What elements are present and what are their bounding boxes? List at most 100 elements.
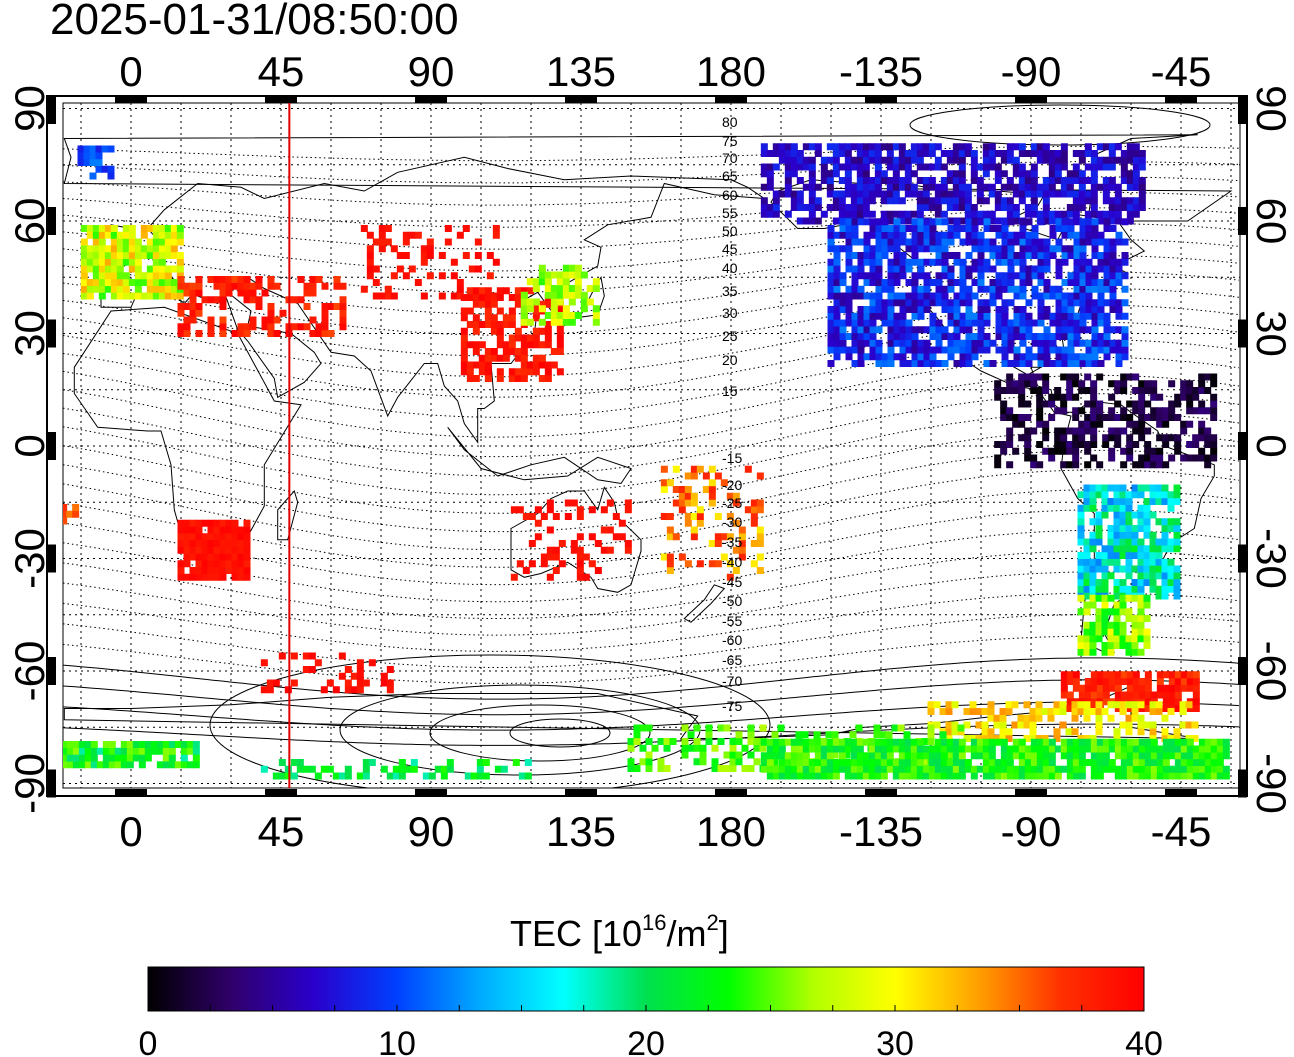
tec-cell bbox=[1126, 705, 1134, 712]
tec-cell bbox=[820, 177, 828, 184]
right-tick-bar bbox=[1238, 657, 1247, 685]
tec-cell bbox=[164, 231, 172, 239]
tec-cell bbox=[1107, 531, 1115, 539]
tec-cell bbox=[1090, 434, 1098, 442]
tec-cell bbox=[1149, 484, 1157, 492]
tec-cell bbox=[1019, 360, 1027, 367]
tec-cell bbox=[1167, 579, 1175, 586]
tec-cell bbox=[116, 265, 124, 273]
tec-cell bbox=[1113, 728, 1121, 736]
tec-cell bbox=[1077, 701, 1085, 709]
tec-cell bbox=[146, 292, 154, 300]
tec-cell bbox=[1180, 738, 1188, 746]
tec-cell bbox=[1077, 708, 1085, 715]
tec-cell bbox=[947, 279, 955, 286]
tec-cell bbox=[532, 307, 540, 315]
tec-cell bbox=[1067, 333, 1075, 340]
tec-cell bbox=[772, 772, 780, 780]
tec-cell bbox=[1012, 210, 1020, 218]
tec-cell bbox=[922, 204, 930, 211]
tec-cell bbox=[508, 314, 516, 322]
tec-cell bbox=[356, 659, 364, 667]
tec-cell bbox=[994, 170, 1002, 178]
tec-cell bbox=[1019, 258, 1027, 266]
tec-cell bbox=[784, 156, 792, 164]
tec-cell bbox=[1001, 238, 1009, 246]
tec-cell bbox=[893, 279, 901, 286]
tec-cell bbox=[321, 323, 329, 331]
tec-cell bbox=[1066, 698, 1074, 706]
tec-cell bbox=[1144, 745, 1152, 753]
tec-cell bbox=[1054, 447, 1062, 455]
tec-cell bbox=[502, 287, 510, 295]
tec-cell bbox=[887, 306, 895, 313]
tec-cell bbox=[1083, 701, 1091, 709]
tec-cell bbox=[1107, 572, 1115, 580]
tec-cell bbox=[923, 279, 931, 286]
tec-cell bbox=[766, 765, 774, 773]
tec-cell bbox=[935, 285, 943, 293]
tec-cell bbox=[404, 765, 412, 773]
tec-cell bbox=[1018, 420, 1026, 428]
tec-cell bbox=[953, 306, 961, 313]
tec-cell bbox=[1109, 252, 1117, 259]
tec-cell bbox=[1156, 678, 1164, 685]
tec-cell bbox=[303, 323, 311, 331]
tec-cell bbox=[1156, 454, 1164, 462]
tec-cell bbox=[832, 759, 840, 766]
tec-cell bbox=[898, 759, 906, 766]
tec-cell bbox=[666, 533, 674, 541]
tec-cell bbox=[1042, 217, 1050, 225]
tec-cell bbox=[1084, 387, 1092, 394]
tec-cell bbox=[790, 156, 798, 164]
tec-cell bbox=[832, 156, 840, 164]
tec-cell bbox=[1053, 708, 1061, 715]
tec-cell bbox=[1097, 238, 1105, 246]
tec-cell bbox=[1143, 721, 1151, 729]
tec-cell bbox=[778, 156, 786, 164]
tec-cell bbox=[63, 747, 68, 755]
tec-cell bbox=[478, 354, 486, 362]
tec-cell bbox=[844, 765, 852, 773]
tec-cell bbox=[970, 156, 978, 164]
tec-cell bbox=[887, 353, 895, 361]
tec-cell bbox=[1186, 684, 1194, 692]
tec-cell bbox=[814, 759, 822, 766]
tec-cell bbox=[1126, 183, 1134, 191]
tec-cell bbox=[1079, 306, 1087, 313]
tec-cell bbox=[1001, 346, 1009, 354]
tec-cell bbox=[826, 204, 834, 211]
tec-cell bbox=[1096, 163, 1104, 171]
tec-cell bbox=[893, 339, 901, 347]
tec-cell bbox=[784, 772, 792, 780]
tec-cell bbox=[1049, 333, 1057, 340]
tec-cell bbox=[1162, 441, 1170, 448]
tec-cell bbox=[1113, 484, 1121, 492]
tec-cell bbox=[717, 724, 725, 732]
tec-cell bbox=[1073, 272, 1081, 280]
tec-cell bbox=[1132, 387, 1140, 394]
tec-cell bbox=[678, 492, 686, 500]
tec-cell bbox=[922, 183, 930, 191]
tec-cell bbox=[1113, 735, 1121, 742]
tec-cell bbox=[189, 533, 197, 541]
tec-cell bbox=[1078, 380, 1086, 388]
tec-cell bbox=[1096, 407, 1104, 415]
tec-cell bbox=[911, 285, 919, 293]
tec-cell bbox=[1131, 628, 1139, 636]
tec-cell bbox=[875, 353, 883, 361]
tec-cell bbox=[410, 765, 418, 773]
tec-cell bbox=[1132, 143, 1140, 151]
tec-cell bbox=[1067, 319, 1075, 327]
tec-cell bbox=[904, 177, 912, 184]
tec-cell bbox=[982, 150, 990, 157]
tec-cell bbox=[747, 751, 755, 759]
tec-cell bbox=[1120, 150, 1128, 157]
tec-cell bbox=[466, 361, 474, 369]
tec-cell bbox=[880, 772, 888, 780]
tec-cell bbox=[1155, 545, 1163, 553]
tec-cell bbox=[863, 333, 871, 340]
tec-cell bbox=[958, 772, 966, 780]
tec-cell bbox=[850, 759, 858, 766]
tec-cell bbox=[886, 738, 894, 746]
